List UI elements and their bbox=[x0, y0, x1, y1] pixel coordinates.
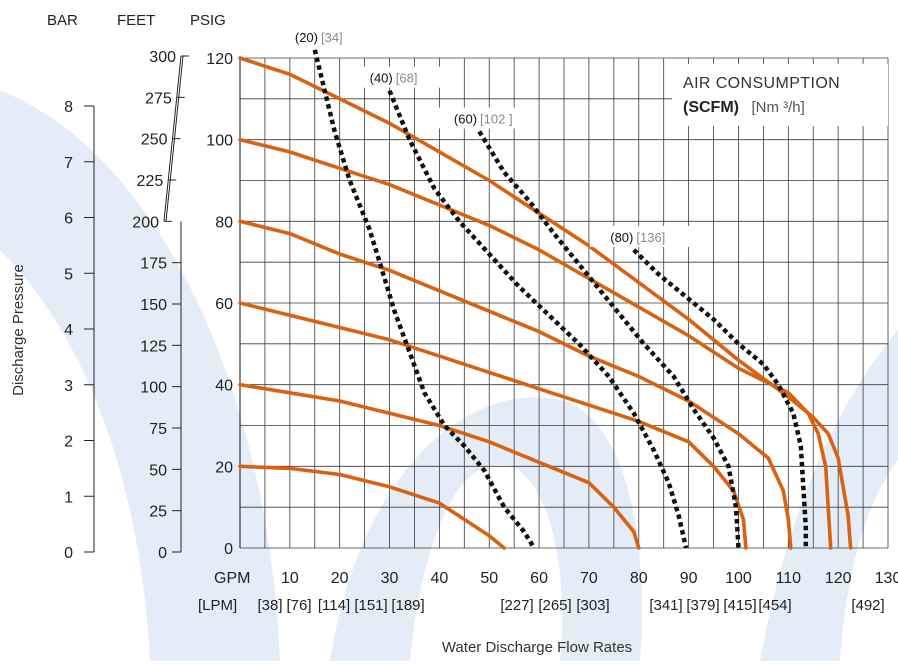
feet-tick-label: 300 bbox=[149, 49, 176, 66]
legend-subtitle: (SCFM) [Nm ³/h] bbox=[683, 99, 805, 116]
y-axis-label: Discharge Pressure bbox=[10, 264, 27, 396]
air-label-60: (60) [102 ] bbox=[454, 112, 513, 127]
bar-tick-label: 3 bbox=[64, 378, 73, 395]
air-label-nm-60: [102 ] bbox=[480, 112, 513, 127]
feet-tick-label: 225 bbox=[137, 173, 164, 190]
feet-tick-label: 175 bbox=[140, 256, 167, 273]
air-label-scfm-20: (20) bbox=[295, 30, 318, 45]
gpm-tick-label: 50 bbox=[480, 570, 498, 587]
lpm-tick-label: [76] bbox=[286, 597, 311, 614]
axes: 0204060801001200255075100125150175200225… bbox=[64, 49, 898, 614]
air-label-bg-20 bbox=[270, 25, 371, 47]
air-curve-40-scfm bbox=[387, 89, 689, 549]
performance-curve-20-psig bbox=[238, 464, 507, 550]
watermark-arc-left bbox=[0, 90, 280, 661]
gpm-tick-label: 100 bbox=[725, 570, 752, 587]
curves bbox=[238, 49, 853, 550]
psig-tick-label: 80 bbox=[215, 214, 233, 231]
feet-tick-label: 250 bbox=[141, 132, 168, 149]
performance-curve-60-psig bbox=[238, 301, 748, 550]
lpm-tick-label: [265] bbox=[538, 597, 571, 614]
psig-tick-label: 0 bbox=[224, 541, 233, 558]
feet-tick-label: 75 bbox=[149, 421, 167, 438]
bar-tick-label: 0 bbox=[64, 545, 73, 562]
air-consumption-labels: (20) [34] (40) [68] (60) [102 ] (80) [136] bbox=[270, 25, 690, 247]
psig-tick-label: 40 bbox=[215, 378, 233, 395]
legend: AIR CONSUMPTION (SCFM) [Nm ³/h] bbox=[672, 64, 888, 126]
feet-tick-label: 200 bbox=[132, 214, 159, 231]
lpm-tick-label: [38] bbox=[257, 597, 282, 614]
air-label-20: (20) [34] bbox=[295, 30, 343, 45]
air-curve-60-scfm bbox=[477, 130, 741, 549]
performance-curve-40-psig bbox=[238, 382, 641, 550]
air-label-scfm-40: (40) bbox=[370, 71, 393, 86]
bar-tick-label: 5 bbox=[64, 266, 73, 283]
gpm-tick-label: 30 bbox=[381, 570, 399, 587]
lpm-tick-label: [303] bbox=[576, 597, 609, 614]
gpm-tick-label: 120 bbox=[825, 570, 852, 587]
feet-tick-label: 125 bbox=[140, 338, 167, 355]
lpm-tick-label: [454] bbox=[758, 597, 791, 614]
air-label-bg-60 bbox=[435, 107, 536, 129]
air-curve-80-scfm bbox=[632, 248, 809, 548]
lpm-tick-label: [114] bbox=[318, 597, 350, 614]
air-label-bg-80 bbox=[589, 225, 690, 247]
bar-tick-label: 6 bbox=[64, 211, 73, 228]
feet-tick-label: 0 bbox=[158, 545, 167, 562]
air-label-80: (80) [136] bbox=[610, 230, 665, 245]
unit-header-feet: FEET bbox=[117, 12, 155, 29]
lpm-tick-label: [189] bbox=[391, 597, 424, 614]
air-label-scfm-60: (60) bbox=[454, 112, 477, 127]
legend-scfm: (SCFM) bbox=[683, 99, 739, 116]
gpm-tick-label: 90 bbox=[680, 570, 698, 587]
performance-curve-120-psig bbox=[238, 56, 853, 550]
air-label-scfm-80: (80) bbox=[610, 230, 633, 245]
lpm-tick-label: [492] bbox=[851, 597, 884, 614]
gpm-tick-label: 60 bbox=[530, 570, 548, 587]
feet-tick-label: 25 bbox=[149, 504, 167, 521]
air-label-nm-40: [68] bbox=[396, 71, 418, 86]
feet-tick-label: 275 bbox=[145, 90, 172, 107]
gpm-tick-label: 80 bbox=[630, 570, 648, 587]
feet-tick-label: 50 bbox=[149, 462, 167, 479]
lpm-tick-label: [227] bbox=[500, 597, 533, 614]
unit-header-psig: PSIG bbox=[190, 12, 226, 29]
lpm-tick-label: [341] bbox=[649, 597, 682, 614]
x-axis-label: Water Discharge Flow Rates bbox=[442, 639, 632, 656]
air-label-nm-20: [34] bbox=[321, 30, 343, 45]
performance-curve-100-psig bbox=[238, 137, 833, 550]
psig-tick-label: 60 bbox=[215, 296, 233, 313]
air-label-40: (40) [68] bbox=[370, 71, 418, 86]
gpm-tick-label: 70 bbox=[580, 570, 598, 587]
bar-tick-label: 2 bbox=[64, 434, 73, 451]
psig-tick-label: 120 bbox=[206, 51, 233, 68]
unit-header-bar: BAR bbox=[47, 12, 78, 29]
air-label-bg-40 bbox=[345, 66, 446, 88]
feet-tick-label: 150 bbox=[140, 297, 167, 314]
gpm-tick-label: 130 bbox=[875, 570, 898, 587]
lpm-label: [LPM] bbox=[198, 597, 237, 614]
gpm-tick-label: 110 bbox=[776, 570, 802, 587]
lpm-tick-label: [415] bbox=[723, 597, 756, 614]
gpm-tick-label: 40 bbox=[430, 570, 448, 587]
gpm-label: GPM bbox=[214, 570, 250, 587]
gpm-tick-label: 10 bbox=[281, 570, 299, 587]
watermark-arc-middle bbox=[330, 397, 642, 661]
gpm-tick-label: 20 bbox=[331, 570, 349, 587]
bar-tick-label: 1 bbox=[64, 489, 73, 506]
psig-tick-label: 100 bbox=[206, 133, 233, 150]
feet-tick-label: 100 bbox=[140, 380, 167, 397]
bar-tick-label: 4 bbox=[64, 322, 73, 339]
psig-tick-label: 20 bbox=[215, 459, 233, 476]
air-label-nm-80: [136] bbox=[636, 230, 665, 245]
legend-box bbox=[672, 64, 888, 126]
bar-tick-label: 7 bbox=[64, 155, 73, 172]
lpm-tick-label: [379] bbox=[686, 597, 719, 614]
bar-tick-label: 8 bbox=[64, 99, 73, 116]
lpm-tick-label: [151] bbox=[354, 597, 387, 614]
legend-nm: [Nm ³/h] bbox=[751, 99, 804, 116]
legend-title: AIR CONSUMPTION bbox=[683, 75, 840, 92]
